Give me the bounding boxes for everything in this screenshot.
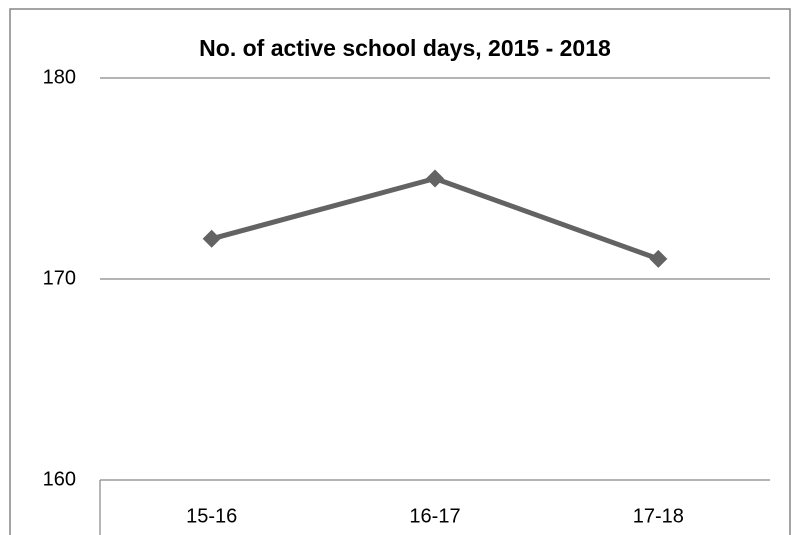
x-tick-label: 17-18 — [633, 505, 684, 527]
data-point — [202, 229, 221, 248]
y-tick-label: 170 — [43, 267, 76, 289]
chart-frame — [9, 8, 791, 535]
data-point — [649, 249, 668, 268]
x-tick-label: 15-16 — [186, 505, 237, 527]
x-tick-label: 16-17 — [409, 505, 460, 527]
y-tick-label: 180 — [43, 66, 76, 88]
y-tick-label: 160 — [43, 468, 76, 490]
data-point — [426, 169, 444, 188]
chart-title: No. of active school days, 2015 - 2018 — [199, 35, 611, 61]
